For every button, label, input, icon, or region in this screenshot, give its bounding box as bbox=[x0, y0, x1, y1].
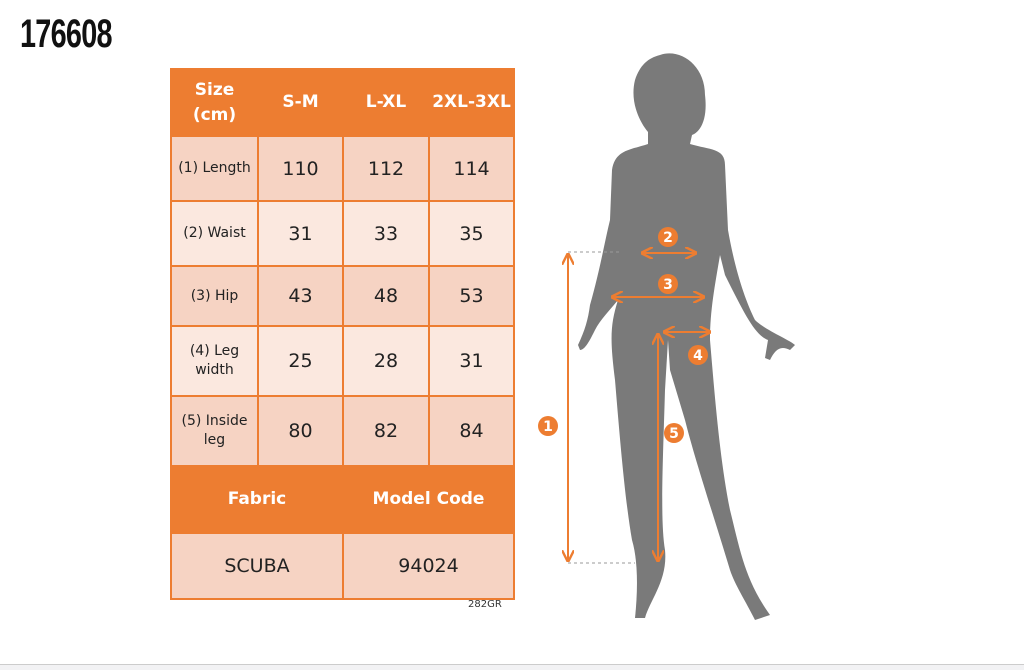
row-label: (5) Inside leg bbox=[170, 395, 259, 467]
cell: 53 bbox=[428, 265, 515, 327]
row-label: (3) Hip bbox=[170, 265, 259, 327]
cell: 84 bbox=[428, 395, 515, 467]
size-chart-table: Size (cm) S-M L-XL 2XL-3XL (1) Length 11… bbox=[170, 68, 515, 600]
row-label: (1) Length bbox=[170, 135, 259, 202]
marker-3: 3 bbox=[663, 277, 673, 293]
fabric-label: Fabric bbox=[170, 465, 344, 534]
marker-2: 2 bbox=[663, 230, 673, 246]
header-s-m: S-M bbox=[257, 68, 344, 137]
table-row: (4) Leg width 25 28 31 bbox=[170, 325, 515, 397]
header-size: Size (cm) bbox=[170, 68, 259, 137]
silhouette bbox=[578, 53, 795, 620]
header-2xl-3xl: 2XL-3XL bbox=[428, 68, 515, 137]
table-row: (5) Inside leg 80 82 84 bbox=[170, 395, 515, 467]
product-code: 176608 bbox=[20, 12, 113, 56]
body-silhouette-figure: 1 2 3 4 5 bbox=[538, 53, 795, 620]
cell: 48 bbox=[342, 265, 430, 327]
cell: 82 bbox=[342, 395, 430, 467]
fabric-header-row: Fabric Model Code bbox=[170, 465, 515, 534]
table-row: (1) Length 110 112 114 bbox=[170, 135, 515, 202]
cell: 112 bbox=[342, 135, 430, 202]
cell: 31 bbox=[257, 200, 344, 267]
cell: 28 bbox=[342, 325, 430, 397]
fabric-row: SCUBA 94024 bbox=[170, 532, 515, 600]
row-label: (4) Leg width bbox=[170, 325, 259, 397]
table-row: (3) Hip 43 48 53 bbox=[170, 265, 515, 327]
table-row: (2) Waist 31 33 35 bbox=[170, 200, 515, 267]
model-code-label: Model Code bbox=[342, 465, 515, 534]
cell: 35 bbox=[428, 200, 515, 267]
bottom-bar bbox=[0, 664, 1024, 670]
header-l-xl: L-XL bbox=[342, 68, 430, 137]
cell: 114 bbox=[428, 135, 515, 202]
cell: 110 bbox=[257, 135, 344, 202]
fabric-value: SCUBA bbox=[170, 532, 344, 600]
cell: 43 bbox=[257, 265, 344, 327]
cell: 33 bbox=[342, 200, 430, 267]
marker-circles bbox=[538, 227, 708, 443]
marker-1: 1 bbox=[543, 419, 553, 435]
cell: 80 bbox=[257, 395, 344, 467]
marker-5: 5 bbox=[669, 426, 679, 442]
header-row: Size (cm) S-M L-XL 2XL-3XL bbox=[170, 68, 515, 137]
footnote: 282GR bbox=[468, 599, 502, 610]
cell: 25 bbox=[257, 325, 344, 397]
cell: 31 bbox=[428, 325, 515, 397]
model-code-value: 94024 bbox=[342, 532, 515, 600]
marker-4: 4 bbox=[693, 348, 703, 364]
row-label: (2) Waist bbox=[170, 200, 259, 267]
